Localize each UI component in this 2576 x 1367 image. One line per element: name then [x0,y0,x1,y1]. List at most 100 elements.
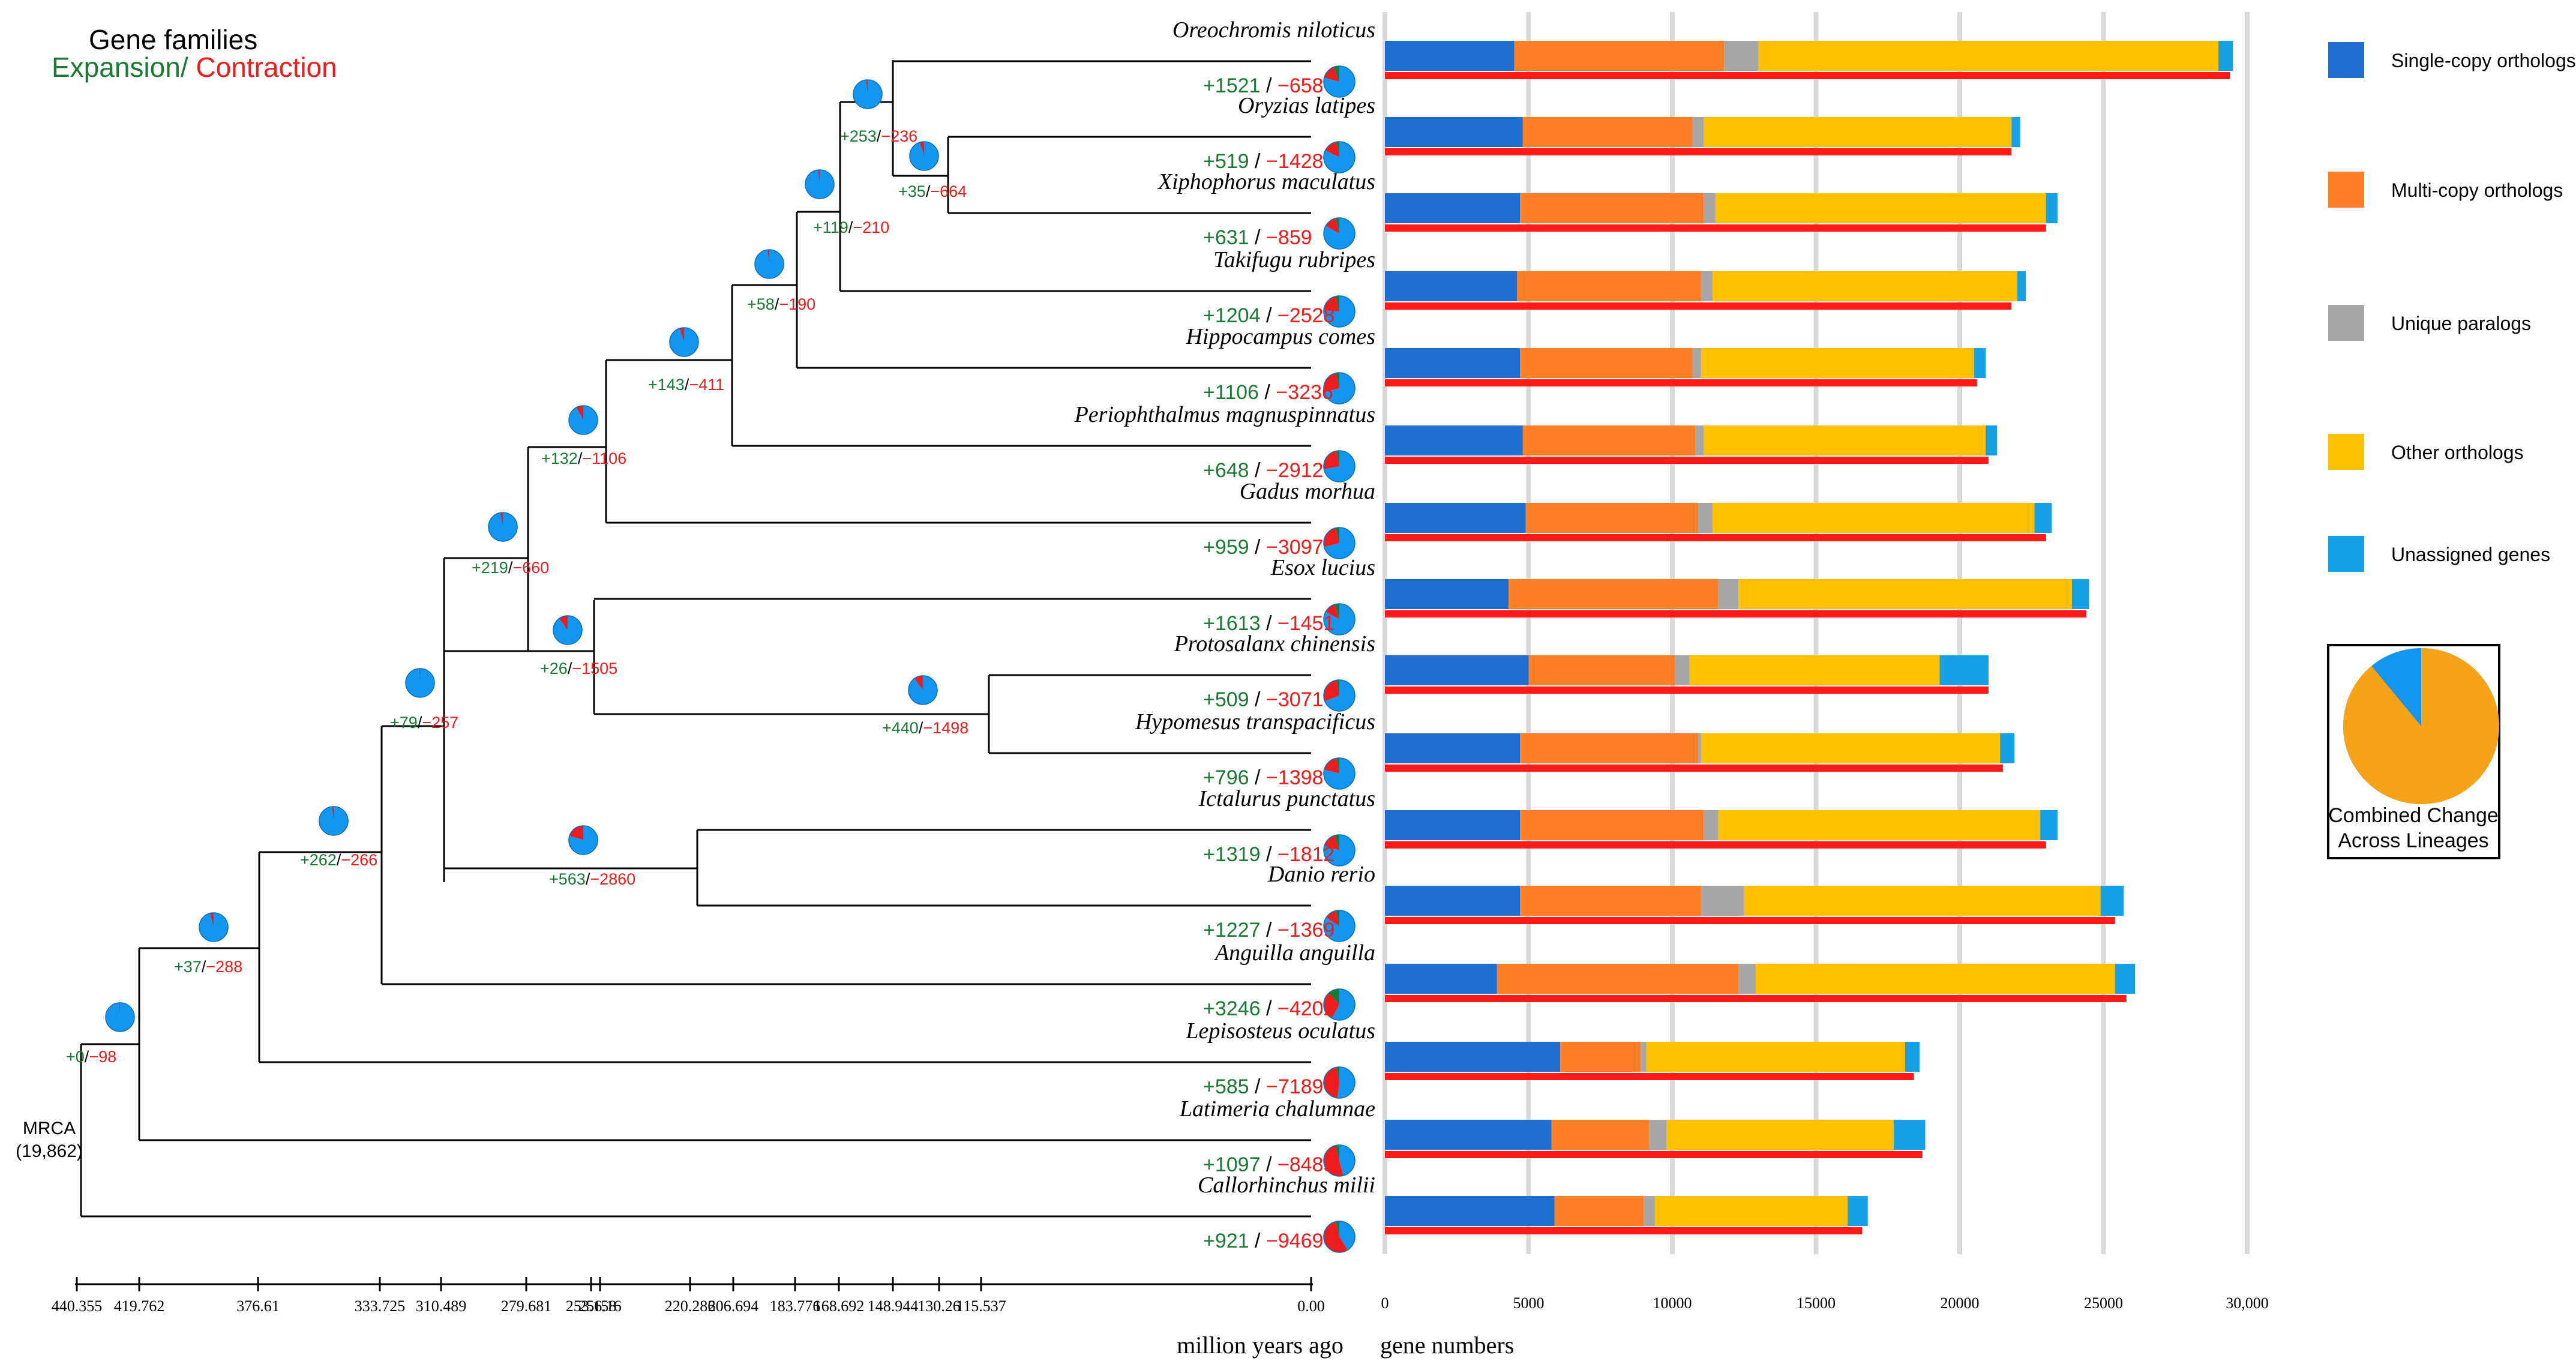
pie-outline [909,141,939,171]
node-expansion: +253 [840,127,877,145]
bar-segment [1385,271,1518,301]
combined-pie [2343,648,2500,804]
pie-outline [1323,141,1356,173]
change-pies [105,65,1356,1253]
species-name: Hypomesus transpacificus [1135,709,1375,735]
node-contraction: −236 [881,127,917,145]
pie-slice [119,1003,120,1017]
tip-expansion: +1613 [1203,612,1261,635]
node-pie [853,79,883,109]
bar-segment [1385,503,1526,533]
stacked-bars [1385,41,2233,1234]
pie-slice [1324,835,1339,850]
node-pie [754,249,784,279]
species-name: Periophthalmus magnuspinnatus [1074,402,1375,427]
node-expansion: +563 [549,870,586,888]
node-slash: / [877,127,881,145]
bar-segment [2218,41,2233,71]
gene-tick-label: 25000 [2084,1294,2123,1312]
bar-segment [1974,348,1986,378]
legend-label: Other orthologs [2391,442,2524,463]
tip-expansion: +1521 [1203,74,1261,97]
species-name: Oryzias latipes [1238,93,1375,118]
time-tick-label: 310.489 [416,1297,467,1315]
species-name: Oreochromis niloticus [1172,17,1375,43]
node-slash: / [586,870,590,888]
bar-segment [1528,655,1675,685]
bar-segment [1522,117,1693,147]
node-slash: / [202,958,206,976]
tip-slash: / [1249,150,1266,173]
tip-slash: / [1261,997,1277,1020]
node-change-label: +58/−190 [747,295,815,313]
tip-contraction: −1451 [1277,612,1335,635]
pie-slice [908,676,938,705]
pie-outline [853,79,883,109]
tip-expansion: +509 [1203,688,1249,711]
tip-slash: / [1261,919,1277,942]
tip-slash: / [1261,843,1277,866]
tip-pie [1323,217,1356,250]
bar-segment [1905,1042,1920,1072]
total-bar [1385,687,1989,694]
pie-slice [1336,451,1339,466]
pie-outline [1323,295,1356,328]
bar-segment [1554,1196,1644,1226]
time-axis: 440.355 419.762 376.61 333.725 310.489 279.68… [52,1277,1325,1315]
tip-change-label: +1106 / −3236 [1203,381,1333,404]
time-tick-label: 183.776 [770,1297,821,1315]
pie-slice [865,80,868,94]
bar-segment [1715,193,2046,223]
node-contraction: −266 [341,851,377,869]
species-name: Takifugu rubripes [1213,247,1375,272]
total-bar [1385,379,1977,386]
legend-swatch [2328,305,2364,341]
bar-segment [1520,733,1699,763]
bar-segment [1385,655,1529,685]
node-contraction: −664 [930,182,967,200]
tip-slash: / [1249,1230,1266,1252]
tip-pie [1323,757,1356,790]
species-name: Esox lucius [1270,555,1375,580]
total-bar [1385,302,2012,310]
bar-segment [1641,1042,1647,1072]
node-change-label: +37/−288 [174,958,242,976]
pie-slice [767,250,769,264]
tip-slash: / [1249,536,1266,559]
bar-segment [1758,41,2219,71]
pie-slice [1325,142,1339,157]
subtitle: Expansion/ Contraction [52,52,337,83]
pie-slice [909,142,938,170]
tip-pie [1323,372,1356,404]
tip-slash: / [1249,688,1266,711]
node-slash: / [337,851,341,869]
node-contraction: −190 [779,295,815,313]
bar-segment [1689,655,1940,685]
bar-segment [1848,1196,1868,1226]
tip-expansion: +1204 [1203,304,1261,327]
species-name: Hippocampus comes [1185,324,1375,349]
node-expansion: +58 [747,295,775,313]
node-slash: / [775,295,779,313]
pie-slice [1335,910,1339,926]
node-change-label: +440/−1498 [882,719,968,737]
node-change-label: +563/−2860 [549,870,635,888]
pie-slice [1324,1067,1339,1098]
pie-outline [805,169,835,199]
total-bar [1385,995,2127,1002]
node-expansion: +0 [66,1048,85,1066]
pie-slice [1334,835,1339,850]
node-slash: / [919,719,923,737]
bar-segment [1701,348,1974,378]
bar-segment [1385,886,1521,916]
pie-slice [553,616,582,644]
total-bar [1385,1227,1863,1234]
pie-slice [1323,835,1355,867]
tip-expansion: +648 [1203,459,1249,482]
title: Gene families [89,24,257,55]
pie-slice [1335,1145,1339,1161]
pie-slice [1335,218,1339,233]
gene-tick-label: 30,000 [2226,1294,2269,1312]
pie-slice [1324,1221,1348,1252]
node-pie [319,806,349,836]
